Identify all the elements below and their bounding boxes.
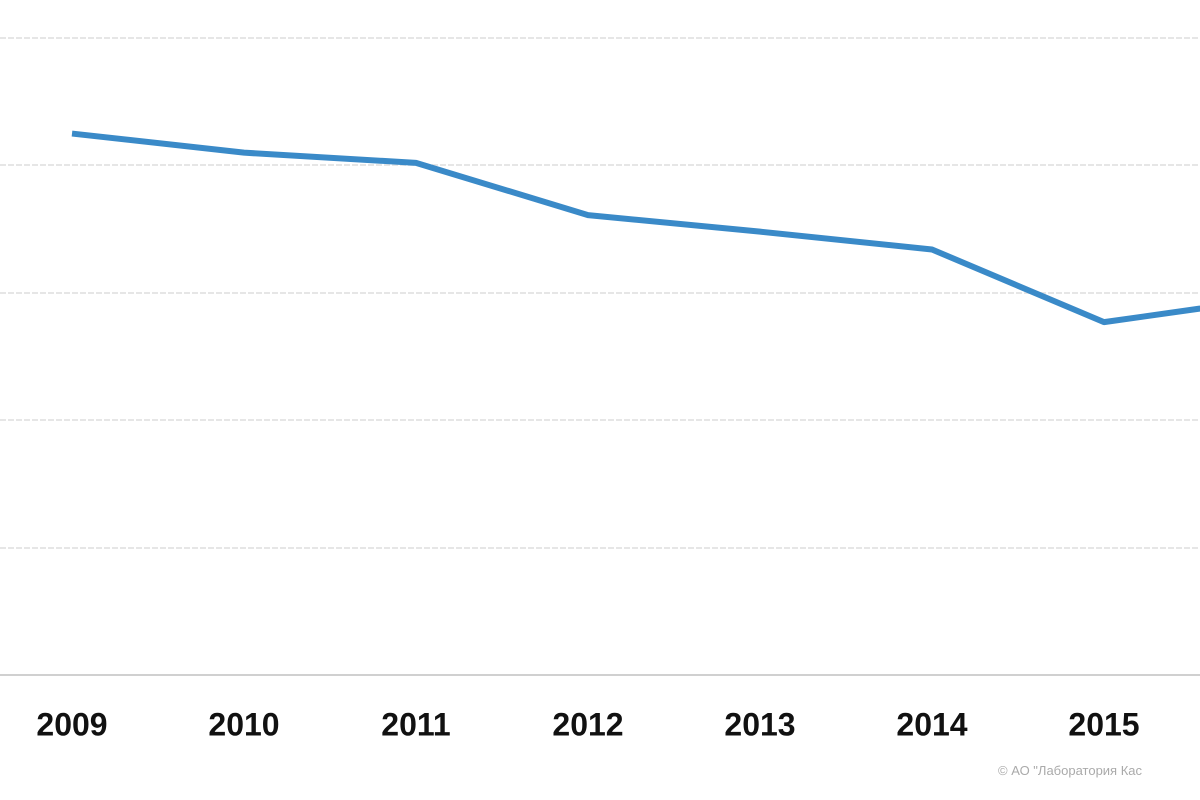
x-tick-label: 2010 xyxy=(208,706,279,742)
x-tick-label: 2012 xyxy=(552,706,623,742)
x-tick-label: 2013 xyxy=(724,706,795,742)
x-tick-label: 2015 xyxy=(1068,706,1139,742)
x-tick-label: 2009 xyxy=(36,706,107,742)
data-line xyxy=(71,130,1200,326)
credit: © АО "Лаборатория Кас xyxy=(998,763,1143,778)
x-tick-label: 2014 xyxy=(896,706,967,742)
x-tick-label: 2011 xyxy=(381,706,450,742)
